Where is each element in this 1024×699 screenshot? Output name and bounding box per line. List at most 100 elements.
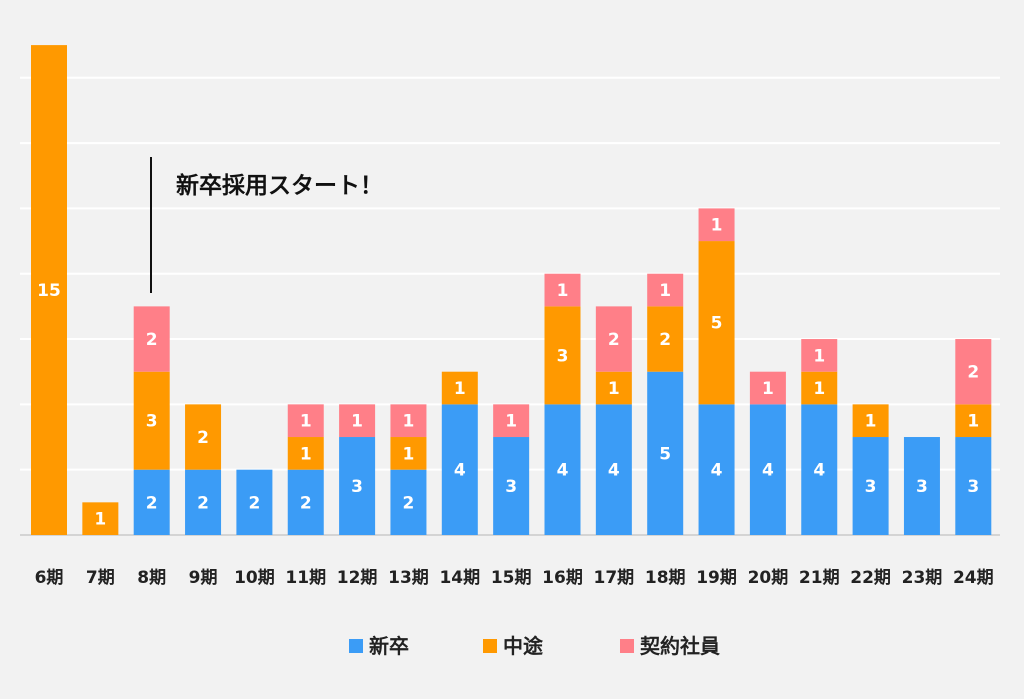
bar-segment — [185, 404, 222, 470]
bar-segment — [339, 437, 376, 535]
bar-segment — [698, 241, 735, 405]
bar-segment — [903, 437, 940, 535]
bar-segment — [595, 404, 632, 535]
data-label: 1 — [711, 216, 723, 236]
data-label: 3 — [505, 477, 517, 497]
data-label: 2 — [146, 493, 158, 513]
data-label: 4 — [711, 461, 723, 481]
legend-label: 新卒 — [369, 634, 409, 658]
legend-label: 中途 — [503, 634, 544, 658]
bar-segment — [801, 339, 838, 372]
bar-segment — [647, 371, 684, 535]
data-label: 1 — [557, 281, 569, 301]
bar-segment — [441, 404, 478, 535]
data-label: 1 — [762, 379, 774, 399]
bar-segment — [801, 404, 838, 535]
data-label: 4 — [454, 461, 466, 481]
x-tick-label: 20期 — [748, 568, 789, 588]
data-label: 1 — [94, 510, 106, 530]
data-label: 4 — [608, 461, 620, 481]
bar-segment — [82, 502, 119, 535]
x-tick-label: 15期 — [491, 568, 532, 588]
x-tick-label: 19期 — [696, 568, 737, 588]
data-label: 1 — [608, 379, 620, 399]
legend-label: 契約社員 — [639, 634, 720, 658]
bar-segment — [595, 306, 632, 372]
bar-segment — [493, 404, 530, 438]
data-label: 2 — [197, 428, 209, 448]
data-label: 2 — [300, 493, 312, 513]
x-tick-label: 7期 — [86, 568, 115, 588]
data-label: 2 — [197, 493, 209, 513]
bar-segment — [133, 469, 170, 535]
legend-swatch — [483, 639, 497, 653]
data-label: 2 — [659, 330, 671, 350]
data-label: 1 — [351, 412, 363, 432]
x-tick-label: 17期 — [594, 568, 635, 588]
data-label: 15 — [37, 281, 61, 301]
bar-segment — [955, 437, 992, 535]
bar-segment — [544, 273, 581, 307]
x-tick-label: 23期 — [902, 568, 943, 588]
data-label: 1 — [300, 412, 312, 432]
bar-segment — [390, 404, 427, 438]
data-label: 1 — [813, 379, 825, 399]
x-tick-label: 10期 — [234, 568, 275, 588]
data-label: 2 — [403, 493, 415, 513]
bars: 15 1 2 3 2 2 2 2 2 1 1 3 1 2 1 1 4 1 3 1 4 3 1 4 1 2 5 2 1 4 5 1 4 1 4 1 1 3 1… — [31, 45, 992, 535]
x-tick-label: 12期 — [337, 568, 378, 588]
data-label: 4 — [813, 461, 825, 481]
bar-segment — [287, 404, 324, 438]
bar-segment — [698, 208, 735, 242]
data-label: 1 — [659, 281, 671, 301]
bar-segment — [749, 371, 786, 405]
x-tick-label: 6期 — [35, 568, 64, 588]
bar-segment — [236, 469, 273, 535]
x-tick-label: 9期 — [189, 568, 218, 588]
data-label: 4 — [557, 461, 569, 481]
bar-segment — [185, 469, 222, 535]
x-tick-label: 21期 — [799, 568, 840, 588]
bar-segment — [493, 437, 530, 535]
bar-segment — [698, 404, 735, 535]
bar-segment — [544, 306, 581, 405]
bar-segment — [544, 404, 581, 535]
x-tick-label: 24期 — [953, 568, 994, 588]
data-label: 1 — [403, 412, 415, 432]
x-tick-label: 18期 — [645, 568, 686, 588]
x-tick-label: 8期 — [137, 568, 166, 588]
annotation-text: 新卒採用スタート！ — [176, 172, 383, 199]
x-tick-label: 16期 — [542, 568, 583, 588]
data-label: 2 — [967, 363, 979, 383]
bar-segment — [801, 371, 838, 405]
data-label: 1 — [300, 444, 312, 464]
data-label: 1 — [967, 412, 979, 432]
bar-segment — [647, 273, 684, 307]
bar-segment — [390, 469, 427, 535]
x-axis-ticks: 6期 7期 8期 9期 10期 11期 12期 13期 14期 15期 16期 17期 18期 19期 20… — [35, 568, 994, 588]
bar-segment — [749, 404, 786, 535]
data-label: 1 — [813, 346, 825, 366]
data-label: 2 — [608, 330, 620, 350]
data-label: 5 — [659, 444, 671, 464]
data-label: 4 — [762, 461, 774, 481]
bar-segment — [287, 469, 324, 535]
legend-swatch — [620, 639, 634, 653]
data-label: 1 — [454, 379, 466, 399]
bar-segment — [595, 371, 632, 405]
data-label: 3 — [351, 477, 363, 497]
bar-segment — [133, 306, 170, 372]
x-tick-label: 14期 — [439, 568, 480, 588]
bar-segment — [955, 404, 992, 438]
data-label: 3 — [967, 477, 979, 497]
bar-segment — [852, 437, 889, 535]
bar-segment — [852, 404, 889, 438]
data-label: 1 — [505, 412, 517, 432]
data-label: 3 — [865, 477, 877, 497]
bar-segment — [287, 437, 324, 470]
annotation: 新卒採用スタート！ — [150, 157, 383, 293]
data-label: 2 — [146, 330, 158, 350]
bar-segment — [647, 306, 684, 372]
